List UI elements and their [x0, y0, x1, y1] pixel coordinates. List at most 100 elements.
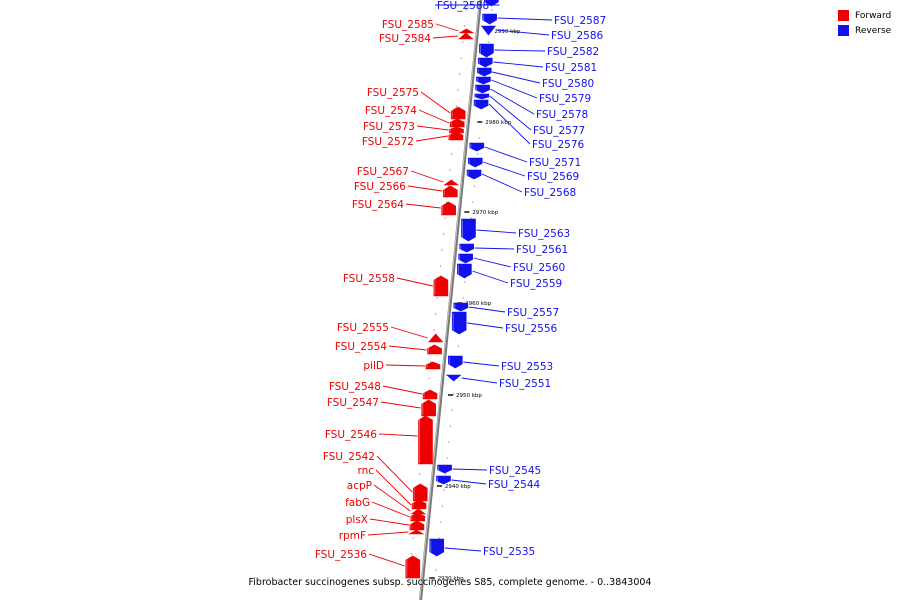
gene-label[interactable]: acpP [347, 480, 372, 492]
gene-fsu_2547[interactable] [421, 399, 437, 417]
legend-reverse-label: Reverse [855, 25, 892, 36]
gene-fsu_2566[interactable] [443, 185, 458, 198]
gene-fsu_2545[interactable] [437, 464, 452, 474]
gene-fsu_2585[interactable] [458, 28, 475, 34]
gene-fsu_2584[interactable] [458, 32, 474, 40]
gene-label[interactable]: FSU_2544 [488, 479, 540, 491]
gene-label[interactable]: FSU_2574 [365, 105, 417, 117]
gene-fsu_2568[interactable] [466, 169, 482, 180]
gene-pild[interactable] [425, 361, 441, 370]
gene-label[interactable]: FSU_2577 [533, 125, 585, 137]
gene-fsu_2544[interactable] [436, 475, 451, 485]
gene-fsu_2577[interactable] [474, 93, 490, 100]
gene-label[interactable]: FSU_2580 [542, 78, 594, 90]
gene-label[interactable]: FSU_2561 [516, 244, 568, 256]
gene-fsu_2542[interactable] [412, 483, 428, 502]
gene-fsu_2557[interactable] [453, 302, 469, 312]
gene-label[interactable]: fabG [345, 497, 370, 509]
gene-label[interactable]: FSU_2572 [362, 136, 414, 148]
gene-label[interactable]: FSU_2581 [545, 62, 597, 74]
gene-label[interactable]: FSU_2584 [379, 33, 431, 45]
gene-label[interactable]: FSU_2588 [437, 0, 489, 12]
axis-highlight [419, 0, 481, 600]
gene-label[interactable]: FSU_2560 [513, 262, 565, 274]
gene-fsu_2581[interactable] [477, 57, 493, 68]
gene-label[interactable]: FSU_2542 [323, 451, 375, 463]
gene-rnc[interactable] [411, 499, 427, 510]
gene-label[interactable]: FSU_2564 [352, 199, 404, 211]
gene-fsu_2582[interactable] [479, 43, 494, 58]
gene-fsu_2563[interactable] [461, 218, 476, 242]
gene-fsu_2553[interactable] [447, 355, 463, 369]
gene-label[interactable]: FSU_2547 [327, 397, 379, 409]
label-leader [452, 468, 488, 471]
gene-label[interactable]: rpmF [339, 530, 366, 542]
gene-fsu_2574[interactable] [449, 118, 465, 128]
gene-fsu_2559[interactable] [457, 263, 472, 279]
gene-label[interactable]: FSU_2585 [382, 19, 434, 31]
gene-label[interactable]: FSU_2545 [489, 465, 541, 477]
gene-fsu_2546[interactable] [418, 415, 433, 465]
gene-label[interactable]: FSU_2559 [510, 278, 562, 290]
gene-label[interactable]: FSU_2554 [335, 341, 387, 353]
gene-fsu_2579[interactable] [476, 76, 491, 85]
gene-fsu_2555[interactable] [428, 333, 444, 343]
gene-label[interactable]: FSU_2548 [329, 381, 381, 393]
gene-label[interactable]: FSU_2578 [536, 109, 588, 121]
gene-fsu_2558[interactable] [433, 275, 449, 297]
gene-label[interactable]: FSU_2586 [551, 30, 603, 42]
gene-label[interactable]: FSU_2557 [507, 307, 559, 319]
gene-label[interactable]: FSU_2563 [518, 228, 570, 240]
gene-label[interactable]: rnc [357, 465, 374, 477]
gene-fsu_2560[interactable] [458, 253, 473, 264]
gene-label[interactable]: FSU_2568 [524, 187, 576, 199]
gene-label[interactable]: FSU_2567 [357, 166, 409, 178]
gene-label[interactable]: FSU_2558 [343, 273, 395, 285]
gene-label[interactable]: FSU_2576 [532, 139, 584, 151]
gene-label[interactable]: FSU_2546 [325, 429, 377, 441]
gene-fsu_2572[interactable] [448, 131, 464, 141]
gene-fsu_2578[interactable] [475, 84, 490, 94]
gene-fabg[interactable] [410, 512, 426, 522]
gene-label[interactable]: FSU_2569 [527, 171, 579, 183]
gene-fsu_2571[interactable] [469, 142, 485, 152]
gene-label[interactable]: FSU_2575 [367, 87, 419, 99]
gene-label[interactable]: FSU_2535 [483, 546, 535, 558]
label-leader [369, 518, 410, 526]
label-leader [484, 146, 528, 163]
gene-fsu_2588[interactable] [484, 0, 499, 7]
gene-label[interactable]: FSU_2582 [547, 46, 599, 58]
gene-rpmf[interactable] [408, 529, 425, 535]
gene-fsu_2551[interactable] [445, 374, 462, 382]
gene-fsu_2556[interactable] [451, 311, 467, 335]
gene-fsu_2554[interactable] [427, 344, 442, 355]
legend-reverse[interactable]: Reverse [838, 23, 891, 38]
gene-label[interactable]: FSU_2579 [539, 93, 591, 105]
legend-forward[interactable]: Forward [838, 8, 891, 23]
gene-fsu_2564[interactable] [441, 201, 456, 216]
gene-label[interactable]: FSU_2556 [505, 323, 557, 335]
gene-fsu_2586[interactable] [480, 25, 497, 36]
gene-label[interactable]: FSU_2553 [501, 361, 553, 373]
gene-label[interactable]: FSU_2587 [554, 15, 606, 27]
gene-label[interactable]: FSU_2555 [337, 322, 389, 334]
gene-fsu_2548[interactable] [422, 389, 438, 400]
gene-fsu_2561[interactable] [459, 243, 475, 253]
gene-fsu_2576[interactable] [473, 99, 489, 110]
gene-fsu_2569[interactable] [467, 157, 483, 168]
gene-fsu_2573[interactable] [449, 126, 464, 134]
gene-fsu_2580[interactable] [476, 67, 492, 77]
gene-fsu_2587[interactable] [482, 13, 497, 25]
gene-label[interactable]: FSU_2551 [499, 378, 551, 390]
gene-fsu_2575[interactable] [450, 106, 466, 120]
gene-label[interactable]: pilD [363, 360, 384, 372]
gene-label[interactable]: FSU_2566 [354, 181, 406, 193]
gene-fsu_2535[interactable] [429, 538, 445, 557]
gene-label[interactable]: FSU_2536 [315, 549, 367, 561]
gene-plsx[interactable] [409, 520, 425, 531]
gene-label[interactable]: FSU_2571 [529, 157, 581, 169]
gene-fsu_2536[interactable] [405, 555, 421, 579]
gene-label[interactable]: plsX [346, 514, 368, 526]
gene-fsu_2567[interactable] [443, 179, 460, 186]
gene-label[interactable]: FSU_2573 [363, 121, 415, 133]
